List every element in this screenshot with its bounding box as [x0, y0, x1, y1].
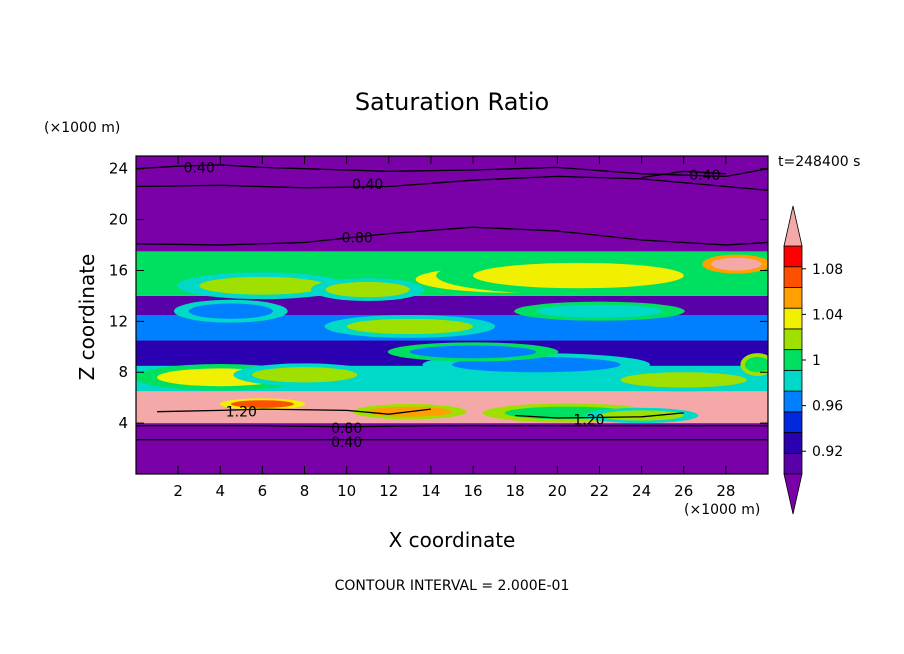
y-tick-label-16: 16	[109, 261, 128, 279]
x-tick-label-28: 28	[716, 482, 735, 500]
field-feature-11	[536, 304, 663, 318]
colorbar-label-0: 0.92	[812, 444, 843, 460]
contour-interval-note: CONTOUR INTERVAL = 2.000E-01	[334, 578, 570, 594]
plot-area: 0.400.400.400.801.20 1.200.800.40	[136, 156, 768, 474]
field-band-7	[136, 156, 768, 252]
contour-label-1: 0.40	[352, 177, 383, 193]
y-tick-label-24: 24	[109, 160, 128, 178]
plot-frame	[135, 155, 769, 475]
y-tick-label-20: 20	[109, 211, 128, 229]
contour-line-4	[157, 408, 431, 415]
field-feature-14	[599, 410, 684, 421]
x-tick-label-6: 6	[258, 482, 268, 500]
colorbar-segment-5	[783, 349, 803, 371]
colorbar-segment-3	[783, 390, 803, 413]
colorbar-label-4: 1.08	[812, 262, 843, 278]
field-feature-4	[325, 281, 410, 298]
x-tick-label-22: 22	[590, 482, 609, 500]
field-feature-3	[199, 276, 326, 295]
contour-line-3	[136, 226, 768, 246]
field-feature-9	[620, 372, 747, 388]
x-tick-label-4: 4	[215, 482, 225, 500]
x-tick-label-26: 26	[674, 482, 693, 500]
field-feature-10	[188, 303, 273, 319]
contour-line-2	[641, 170, 726, 179]
x-tick-label-14: 14	[421, 482, 440, 500]
colorbar-segment-9	[783, 266, 803, 288]
contour-label-3: 0.80	[342, 230, 373, 246]
colorbar-segment-6	[783, 328, 803, 351]
colorbar-segment-8	[783, 287, 803, 309]
field-feature-2	[711, 257, 762, 271]
colorbar-segment-4	[783, 369, 803, 392]
x-axis-label: X coordinate	[388, 528, 516, 552]
colorbar-under-arrow	[783, 473, 803, 515]
colorbar-label-1: 0.96	[812, 399, 843, 415]
y-tick-label-8: 8	[118, 363, 128, 381]
contour-label-0: 0.40	[184, 160, 215, 176]
y-tick-label-4: 4	[118, 414, 128, 432]
colorbar-label-2: 1	[812, 353, 821, 369]
x-tick-label-20: 20	[548, 482, 567, 500]
colorbar-segment-7	[783, 307, 803, 330]
field-feature-7	[251, 367, 358, 383]
contour-label-7: 0.40	[331, 435, 362, 451]
colorbar-segment-1	[783, 432, 803, 454]
field-band-0	[136, 423, 768, 474]
y-axis-unit: (×1000 m)	[44, 120, 121, 136]
x-axis-unit: (×1000 m)	[684, 502, 761, 518]
x-tick-label-24: 24	[632, 482, 651, 500]
field-feature-16	[230, 400, 294, 408]
chart-title: Saturation Ratio	[354, 88, 550, 116]
x-tick-label-2: 2	[173, 482, 183, 500]
contour-label-2: 0.40	[689, 168, 720, 184]
x-tick-label-16: 16	[464, 482, 483, 500]
colorbar-label-3: 1.04	[812, 307, 843, 323]
contour-line-0	[136, 164, 768, 178]
x-tick-label-8: 8	[300, 482, 310, 500]
colorbar-segment-10	[783, 245, 803, 268]
field-feature-1	[473, 262, 684, 289]
time-label: t=248400 s	[778, 154, 861, 170]
field-feature-17	[744, 356, 768, 373]
field-feature-12	[409, 345, 537, 359]
colorbar-segment-2	[783, 411, 803, 433]
x-tick-label-12: 12	[379, 482, 398, 500]
contour-label-6: 0.80	[331, 421, 362, 437]
contour-line-6	[136, 425, 768, 428]
contour-line-5	[515, 412, 684, 419]
field-feature-5	[346, 318, 474, 335]
contour-line-1	[136, 175, 768, 191]
contour-label-5: 1.20	[573, 412, 604, 428]
colorbar-segment-0	[783, 452, 803, 475]
x-tick-label-10: 10	[337, 482, 356, 500]
colorbar-over-arrow	[783, 205, 803, 247]
contour-label-4: 1.20	[226, 405, 257, 421]
y-tick-label-12: 12	[109, 312, 128, 330]
x-tick-label-18: 18	[506, 482, 525, 500]
